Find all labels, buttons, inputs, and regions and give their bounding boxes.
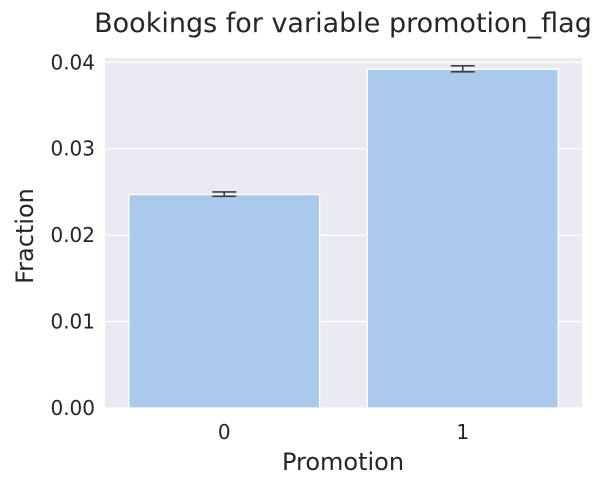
y-tick-label: 0.02 bbox=[50, 223, 95, 247]
x-tick-label: 0 bbox=[218, 420, 231, 444]
y-axis-ticks: 0.00 0.01 0.02 0.03 0.04 bbox=[50, 50, 95, 420]
bars bbox=[128, 68, 559, 409]
error-bars bbox=[212, 64, 475, 198]
y-tick-label: 0.03 bbox=[50, 137, 95, 161]
error-bar-0 bbox=[212, 191, 237, 198]
error-bar-1 bbox=[450, 64, 475, 73]
chart-title: Bookings for variable promotion_flag bbox=[94, 8, 592, 39]
y-tick-label: 0.01 bbox=[50, 310, 95, 334]
y-tick-label: 0.04 bbox=[50, 50, 95, 74]
x-tick-label: 1 bbox=[456, 420, 469, 444]
bar-1 bbox=[366, 68, 559, 409]
bar-0 bbox=[128, 193, 321, 409]
y-axis-label: Fraction bbox=[11, 188, 39, 284]
x-axis-label: Promotion bbox=[282, 448, 404, 476]
y-tick-label: 0.00 bbox=[50, 396, 95, 420]
